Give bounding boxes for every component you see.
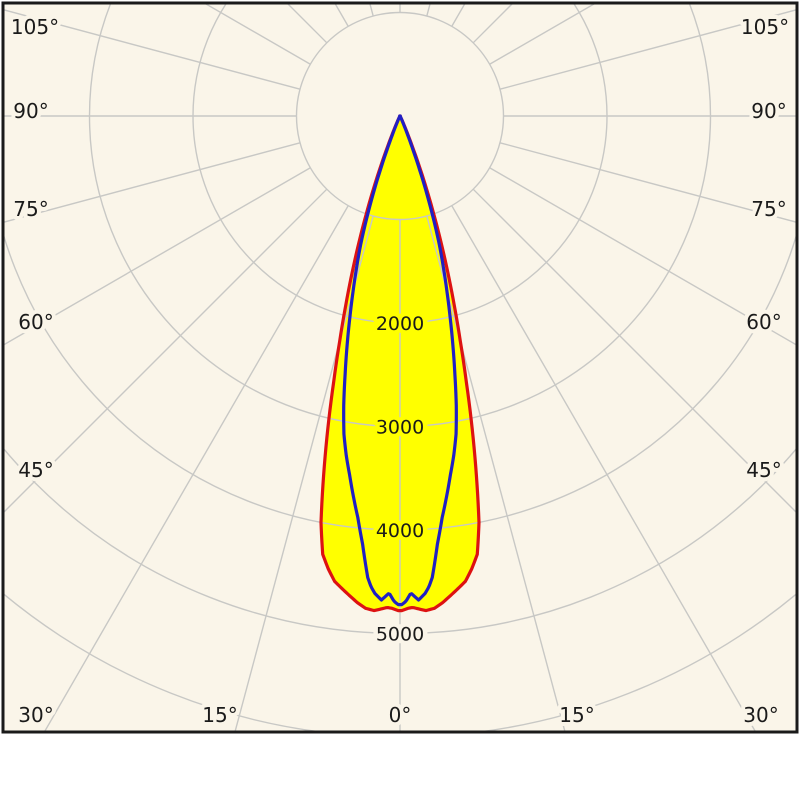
curve-c90-c270 [342,114,458,607]
plot-border [1,1,799,734]
grid-spoke [451,205,757,732]
grid-spoke [489,167,797,346]
grid-spoke [472,188,797,514]
angle-label-75: 75° [13,197,48,221]
grid-spoke [3,167,311,346]
angle-label-15: 15° [559,703,594,727]
legend-strip: cd/klm η = 117% C0 - C180 C90 - C270 [0,735,800,800]
grid-spoke [3,9,301,90]
grid-spoke [499,142,797,223]
angle-label-15: 15° [202,703,237,727]
angle-label-45: 45° [746,458,781,482]
angle-label-105: 105° [11,15,59,39]
grid-spoke [43,205,349,732]
angle-label-60: 60° [18,310,53,334]
ring-label-4000: 4000 [376,520,424,542]
polar-chart: 2000 3000 4000 5000 105° 90° 75° 60° 45° 105° 90° 7… [1,1,799,734]
angle-label-105: 105° [741,15,789,39]
angle-label-60: 60° [746,310,781,334]
angle-label-90: 90° [751,99,786,123]
angle-label-0: 0° [389,703,412,727]
angle-label-75: 75° [751,197,786,221]
grid-spoke [499,9,797,90]
ring-label-2000: 2000 [376,313,424,335]
angle-label-90: 90° [13,99,48,123]
angle-label-45: 45° [18,458,53,482]
angle-label-30: 30° [18,703,53,727]
ring-label-3000: 3000 [376,417,424,439]
angle-label-30: 30° [743,703,778,727]
ring-label-5000: 5000 [376,624,424,646]
grid-spoke [3,142,301,223]
grid-spoke [3,188,328,514]
